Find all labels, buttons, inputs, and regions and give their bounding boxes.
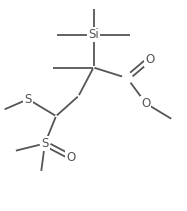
Text: O: O [141, 97, 151, 110]
Text: S: S [41, 137, 49, 150]
Text: O: O [66, 151, 76, 164]
Text: Si: Si [88, 28, 99, 41]
Text: S: S [24, 93, 32, 106]
Text: O: O [145, 53, 154, 66]
